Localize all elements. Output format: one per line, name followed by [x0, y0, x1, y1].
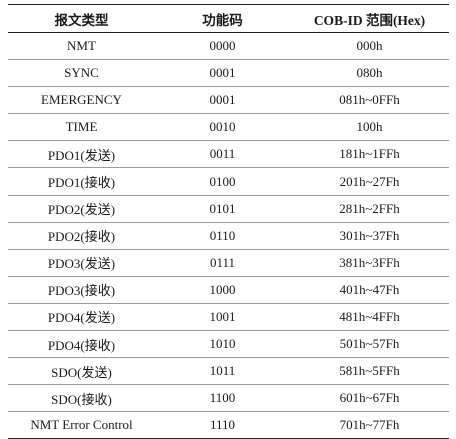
- cob-id-range-cell: 181h~1FFh: [290, 140, 449, 169]
- cob-id-range-cell: 080h: [290, 59, 449, 88]
- message-type-cell: PDO3(接收): [8, 276, 155, 304]
- function-code-cell: 0101: [155, 195, 290, 223]
- cob-id-range-cell: 081h~0FFh: [290, 86, 449, 115]
- function-code-cell: 0001: [155, 86, 290, 115]
- table-row: PDO2(发送) 0101 281h~2FFh: [8, 195, 449, 223]
- message-type-cell: NMT: [8, 32, 155, 61]
- cob-id-range-cell: 301h~37Fh: [290, 222, 449, 250]
- message-type-cell: NMT Error Control: [8, 411, 155, 439]
- message-type-cell: SYNC: [8, 59, 155, 88]
- table-row: PDO4(接收) 1010 501h~57Fh: [8, 330, 449, 359]
- function-code-cell: 1000: [155, 276, 290, 304]
- cob-id-range-cell: 601h~67Fh: [290, 384, 449, 413]
- table-row: PDO1(接收) 0100 201h~27Fh: [8, 167, 449, 196]
- table-row: TIME 0010 100h: [8, 113, 449, 142]
- cob-id-range-cell: 501h~57Fh: [290, 330, 449, 359]
- cob-id-range-cell: 281h~2FFh: [290, 195, 449, 223]
- message-type-cell: PDO1(发送): [8, 140, 155, 169]
- message-type-cell: PDO4(发送): [8, 303, 155, 332]
- function-code-cell: 0000: [155, 32, 290, 61]
- function-code-cell: 0111: [155, 249, 290, 277]
- table-body: NMT 0000 000h SYNC 0001 080h EMERGENCY 0001 081h…: [8, 32, 449, 439]
- message-type-cell: SDO(接收): [8, 384, 155, 413]
- message-type-cell: PDO4(接收): [8, 330, 155, 359]
- message-type-cell: SDO(发送): [8, 357, 155, 386]
- function-code-cell: 0010: [155, 113, 290, 142]
- header-cob-id-range: COB-ID 范围(Hex): [290, 4, 449, 33]
- table-header-row: 报文类型 功能码 COB-ID 范围(Hex): [8, 4, 449, 33]
- function-code-cell: 1110: [155, 411, 290, 439]
- cob-id-range-cell: 100h: [290, 113, 449, 142]
- message-type-cell: PDO2(接收): [8, 222, 155, 250]
- message-type-cell: PDO2(发送): [8, 195, 155, 223]
- cob-id-range-cell: 201h~27Fh: [290, 167, 449, 196]
- function-code-cell: 1100: [155, 384, 290, 413]
- function-code-cell: 1011: [155, 357, 290, 386]
- message-type-cell: PDO1(接收): [8, 167, 155, 196]
- function-code-cell: 0100: [155, 167, 290, 196]
- cob-id-range-cell: 000h: [290, 32, 449, 61]
- table-row: PDO2(接收) 0110 301h~37Fh: [8, 222, 449, 250]
- function-code-cell: 0011: [155, 140, 290, 169]
- message-type-cell: TIME: [8, 113, 155, 142]
- table-row: SDO(接收) 1100 601h~67Fh: [8, 384, 449, 413]
- table-row: SDO(发送) 1011 581h~5FFh: [8, 357, 449, 386]
- table-row: PDO3(发送) 0111 381h~3FFh: [8, 249, 449, 277]
- cob-id-table: 报文类型 功能码 COB-ID 范围(Hex) NMT 0000 000h SYNC 0…: [8, 4, 449, 439]
- function-code-cell: 1010: [155, 330, 290, 359]
- cob-id-range-cell: 581h~5FFh: [290, 357, 449, 386]
- message-type-cell: EMERGENCY: [8, 86, 155, 115]
- table-row: PDO4(发送) 1001 481h~4FFh: [8, 303, 449, 332]
- table-row: EMERGENCY 0001 081h~0FFh: [8, 86, 449, 115]
- table-row: PDO3(接收) 1000 401h~47Fh: [8, 276, 449, 304]
- function-code-cell: 0110: [155, 222, 290, 250]
- header-function-code: 功能码: [155, 4, 290, 33]
- cob-id-range-cell: 381h~3FFh: [290, 249, 449, 277]
- table-row: PDO1(发送) 0011 181h~1FFh: [8, 140, 449, 169]
- table-row: NMT 0000 000h: [8, 32, 449, 61]
- cob-id-range-cell: 401h~47Fh: [290, 276, 449, 304]
- table-row: NMT Error Control 1110 701h~77Fh: [8, 411, 449, 439]
- function-code-cell: 0001: [155, 59, 290, 88]
- table-row: SYNC 0001 080h: [8, 59, 449, 88]
- cob-id-range-cell: 481h~4FFh: [290, 303, 449, 332]
- function-code-cell: 1001: [155, 303, 290, 332]
- header-message-type: 报文类型: [8, 4, 155, 33]
- cob-id-range-cell: 701h~77Fh: [290, 411, 449, 439]
- message-type-cell: PDO3(发送): [8, 249, 155, 277]
